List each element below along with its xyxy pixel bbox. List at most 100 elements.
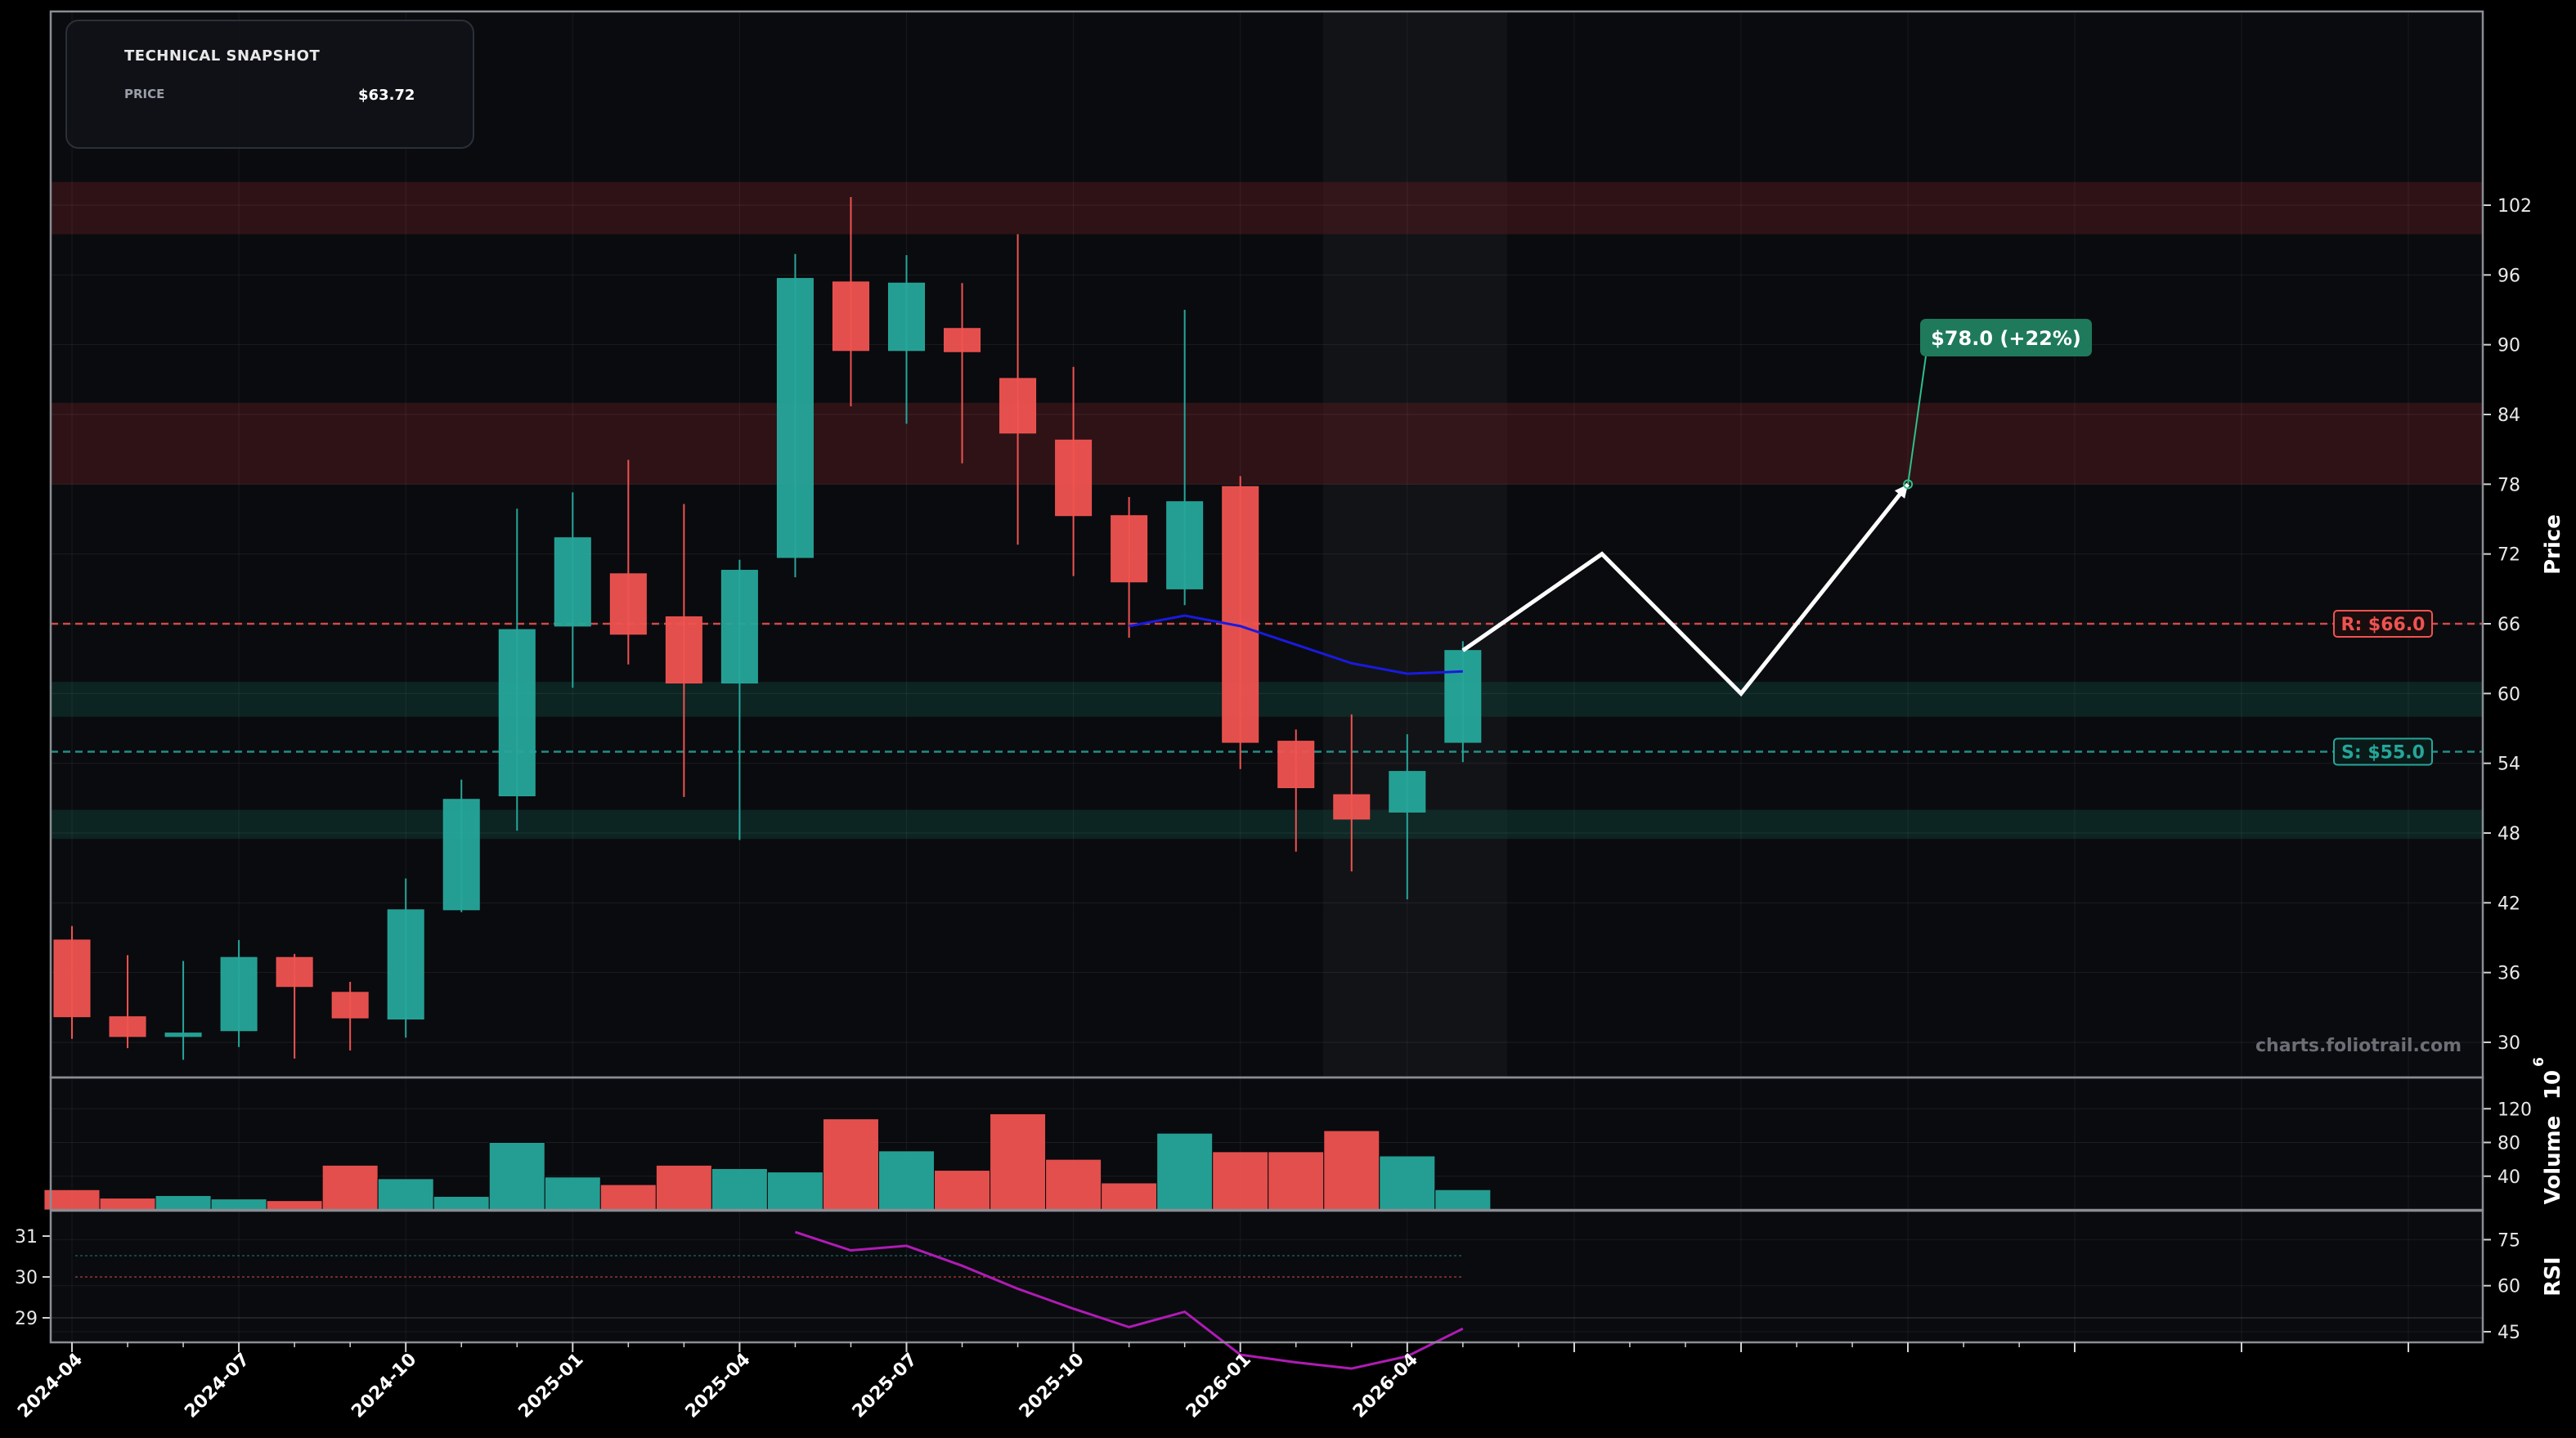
candle-body <box>554 537 591 627</box>
rsi-tick-label: 60 <box>2497 1277 2520 1297</box>
rsi-tick-label: 75 <box>2497 1230 2520 1251</box>
panel-border <box>49 1209 2484 1344</box>
volume-bar <box>878 1150 935 1211</box>
support-zone <box>51 809 2483 840</box>
volume-unit-label: 10 <box>2541 1070 2565 1100</box>
price-tick-label: 36 <box>2497 964 2520 984</box>
volume-bar <box>599 1184 657 1211</box>
candle-body <box>1111 515 1148 583</box>
candle-body <box>1444 650 1482 743</box>
candle-body <box>442 799 480 911</box>
volume-bar <box>155 1194 212 1211</box>
rsi-panel-background <box>51 1211 2483 1342</box>
candle-body <box>832 281 869 352</box>
candle-body <box>1277 741 1315 789</box>
snapshot-title: TECHNICAL SNAPSHOT <box>124 47 321 65</box>
volume-bar <box>210 1198 267 1211</box>
x-tick-label: 2025-01 <box>514 1350 587 1422</box>
volume-bar <box>655 1164 712 1211</box>
volume-bar <box>990 1113 1047 1211</box>
candle-body <box>53 939 91 1018</box>
volume-bar <box>1379 1155 1436 1211</box>
candle-body <box>1055 439 1093 517</box>
price-tick-label: 78 <box>2497 475 2520 495</box>
price-tick-label: 102 <box>2497 196 2532 217</box>
volume-tick-label: 40 <box>2497 1167 2520 1188</box>
volume-bar <box>377 1178 434 1211</box>
candle-body <box>665 616 702 684</box>
watermark: charts.foliotrail.com <box>2255 1036 2462 1056</box>
volume-tick-label: 80 <box>2497 1134 2520 1154</box>
resistance-zone <box>51 402 2483 485</box>
volume-bar <box>822 1118 879 1211</box>
rsi-left-tick-label: 29 <box>15 1309 38 1329</box>
technical-snapshot-panel: TECHNICAL SNAPSHOT PRICE $63.72 <box>65 20 474 149</box>
price-tick-label: 66 <box>2497 615 2520 635</box>
support-zone <box>51 682 2483 717</box>
candle-body <box>720 570 758 684</box>
resistance-label-box <box>2333 610 2433 638</box>
price-tick-label: 54 <box>2497 755 2520 775</box>
candle-body <box>776 278 814 558</box>
candle-body <box>888 282 925 352</box>
candle-body <box>276 956 313 988</box>
volume-unit-exponent: 6 <box>2531 1057 2547 1067</box>
resistance-label: R: $66.0 <box>2341 615 2426 635</box>
x-tick-label: 2025-10 <box>1016 1350 1088 1422</box>
x-tick-label: 2026-01 <box>1183 1350 1255 1422</box>
volume-axis-label: Volume <box>2541 1116 2565 1205</box>
recent-period-highlight <box>1323 11 1507 1077</box>
rsi-left-tick-label: 30 <box>15 1268 38 1288</box>
x-tick-label: 2024-10 <box>348 1350 420 1422</box>
target-label-box <box>1920 319 2092 356</box>
price-tick-label: 90 <box>2497 336 2520 356</box>
volume-bar <box>1434 1189 1492 1211</box>
price-tick-label: 96 <box>2497 266 2520 286</box>
price-tick-label: 30 <box>2497 1033 2520 1054</box>
volume-bar <box>766 1171 824 1211</box>
price-panel: $78.0 (+22%) R: $66.0 S: $55.0 charts.folio… <box>51 11 2565 1077</box>
x-tick-label: 2025-04 <box>682 1350 755 1422</box>
volume-bar <box>1212 1151 1269 1211</box>
candle-body <box>999 378 1037 434</box>
rsi-axis-label: RSI <box>2541 1257 2565 1296</box>
volume-bar <box>934 1170 991 1211</box>
candle-body <box>1333 794 1371 820</box>
volume-bar <box>321 1164 379 1211</box>
projection-path <box>1461 482 1910 697</box>
candle-body <box>109 1016 146 1037</box>
volume-bar <box>1101 1182 1158 1211</box>
support-label-box <box>2333 737 2433 766</box>
volume-bar <box>99 1198 156 1211</box>
snapshot-price-label: PRICE <box>124 87 165 101</box>
volume-bar <box>433 1196 490 1211</box>
x-tick-label: 2024-07 <box>181 1350 254 1422</box>
volume-tick-label: 120 <box>2497 1100 2532 1120</box>
candle-body <box>1389 771 1426 813</box>
rsi-left-tick-label: 31 <box>15 1227 38 1248</box>
volume-bar <box>1323 1130 1380 1211</box>
candle-body <box>498 629 536 796</box>
candle-body <box>1166 501 1204 589</box>
volume-bar <box>43 1189 101 1211</box>
rsi-panel: 45 60 75 29 30 31 RSI <box>15 1211 2565 1370</box>
snapshot-price-value: $63.72 <box>358 87 415 104</box>
volume-bar <box>266 1200 323 1211</box>
target-label: $78.0 (+22%) <box>1931 327 2081 350</box>
volume-panel: 40 80 120 Volume 10 6 <box>43 1057 2565 1211</box>
price-axis-label: Price <box>2541 514 2565 575</box>
rsi-tick-label: 45 <box>2497 1323 2520 1343</box>
price-tick-label: 60 <box>2497 684 2520 705</box>
resistance-zone <box>51 181 2483 235</box>
candle-body <box>387 909 424 1020</box>
target-connector <box>1907 338 1929 485</box>
moving-average-line <box>1129 614 1463 675</box>
volume-bar <box>1268 1151 1325 1211</box>
candle-body <box>1222 486 1259 743</box>
volume-bar <box>1045 1158 1102 1211</box>
candle-body <box>164 1033 202 1037</box>
x-tick-label: 2024-04 <box>14 1350 87 1422</box>
candle-body <box>609 573 647 635</box>
volume-bar <box>711 1167 768 1211</box>
